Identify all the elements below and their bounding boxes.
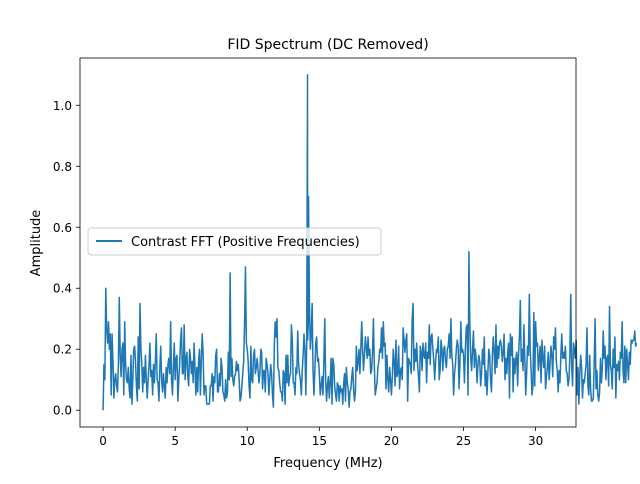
y-tick-label: 0.4 bbox=[53, 282, 72, 296]
series-layer bbox=[102, 74, 638, 411]
x-tick-label: 30 bbox=[528, 434, 543, 448]
y-tick-label: 0.8 bbox=[53, 160, 72, 174]
y-axis-label: Amplitude bbox=[29, 210, 44, 277]
y-tick-label: 0.0 bbox=[53, 404, 72, 418]
series-line bbox=[102, 74, 638, 411]
x-tick-label: 5 bbox=[171, 434, 179, 448]
x-tick-label: 0 bbox=[99, 434, 107, 448]
y-tick-label: 1.0 bbox=[53, 99, 72, 113]
x-tick-label: 15 bbox=[312, 434, 327, 448]
x-axis: 0 5 10 15 20 25 30 bbox=[99, 427, 543, 448]
x-axis-label: Frequency (MHz) bbox=[273, 456, 382, 471]
x-tick-label: 10 bbox=[240, 434, 255, 448]
x-tick-label: 25 bbox=[456, 434, 471, 448]
y-axis: 0.0 0.2 0.4 0.6 0.8 1.0 bbox=[53, 99, 80, 418]
plot-area bbox=[79, 57, 638, 428]
y-tick-label: 0.2 bbox=[53, 343, 72, 357]
legend: Contrast FFT (Positive Frequencies) bbox=[87, 227, 382, 256]
y-tick-label: 0.6 bbox=[53, 221, 72, 235]
x-tick-label: 20 bbox=[384, 434, 399, 448]
chart-title: FID Spectrum (DC Removed) bbox=[227, 37, 428, 53]
axes-frame bbox=[79, 57, 577, 428]
legend-box bbox=[87, 227, 382, 256]
legend-entry-label: Contrast FFT (Positive Frequencies) bbox=[131, 235, 360, 250]
